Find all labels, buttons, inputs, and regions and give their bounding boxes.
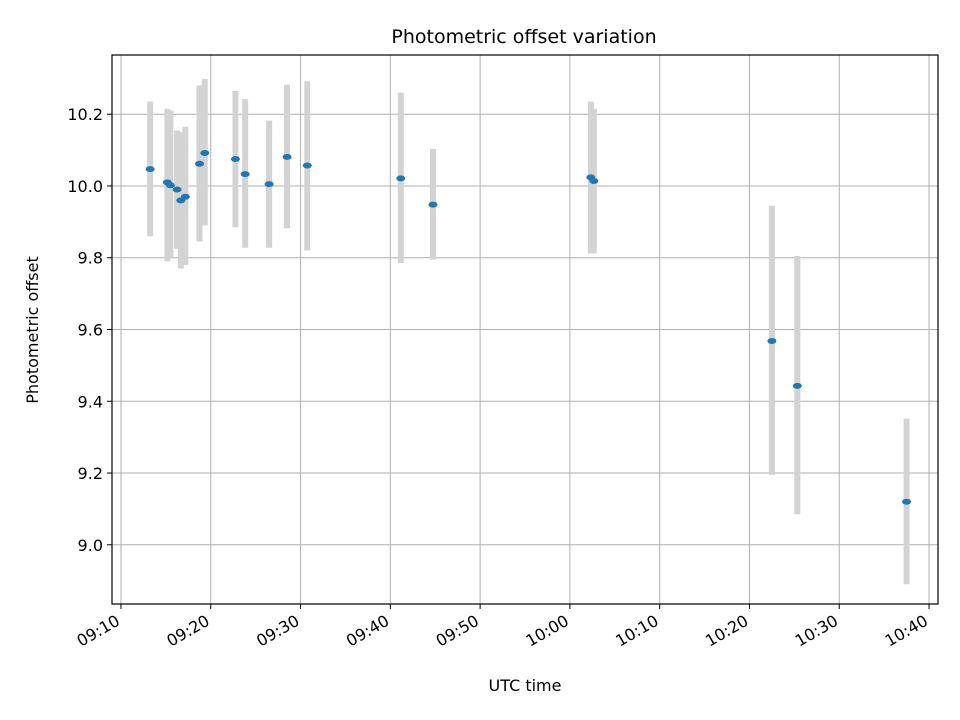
data-point xyxy=(282,153,292,160)
y-tick-label: 9.4 xyxy=(78,392,103,411)
y-tick-label: 9.6 xyxy=(78,321,103,340)
y-tick-label: 9.8 xyxy=(78,249,103,268)
data-point xyxy=(302,162,312,169)
y-tick-label: 10.2 xyxy=(67,105,103,124)
data-point xyxy=(902,498,912,505)
y-tick-label: 10.0 xyxy=(67,177,103,196)
data-point xyxy=(428,201,438,208)
data-point xyxy=(264,181,274,188)
y-tick-label: 9.2 xyxy=(78,464,103,483)
data-point xyxy=(165,182,175,189)
y-tick-label: 9.0 xyxy=(78,536,103,555)
data-point xyxy=(767,337,777,344)
grid xyxy=(112,55,938,604)
y-axis-title: Photometric offset xyxy=(23,256,42,404)
data-point xyxy=(792,382,802,389)
x-axis-title: UTC time xyxy=(489,676,562,695)
y-axis-ticks: 9.0 9.2 9.4 9.6 9.8 10.0 10.2 xyxy=(67,105,112,555)
data-point xyxy=(195,160,205,167)
data-point xyxy=(240,171,250,178)
data-point xyxy=(396,175,406,182)
data-points xyxy=(145,149,912,505)
data-point xyxy=(200,149,210,156)
data-point xyxy=(589,177,599,184)
data-point xyxy=(230,156,240,163)
chart-title: Photometric offset variation xyxy=(391,26,656,48)
data-point xyxy=(145,166,155,173)
data-point xyxy=(172,186,182,193)
data-point xyxy=(180,193,190,200)
